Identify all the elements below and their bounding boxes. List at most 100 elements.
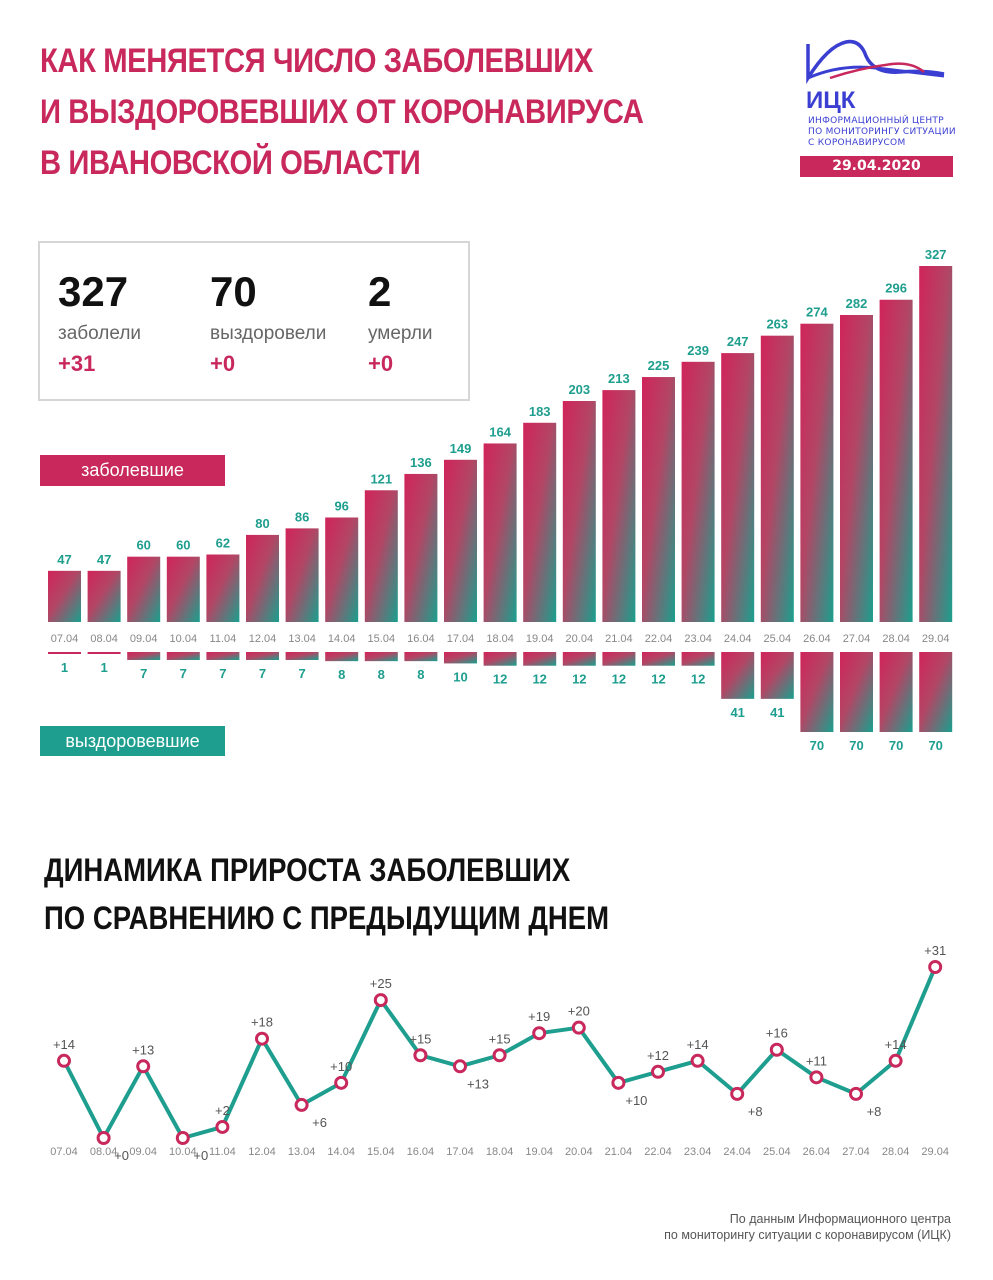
growth-label-09.04: +13 xyxy=(132,1042,154,1057)
bar-recovered-value-22.04: 12 xyxy=(651,672,665,687)
bar-recovered-value-12.04: 7 xyxy=(259,666,266,681)
growth-date-12.04: 12.04 xyxy=(248,1146,276,1158)
stat-recovered-label: выздоровели xyxy=(210,323,327,344)
bar-sick-08.04 xyxy=(87,570,121,622)
bar-date-17.04: 17.04 xyxy=(447,633,475,645)
growth-date-17.04: 17.04 xyxy=(446,1146,474,1158)
bar-date-19.04: 19.04 xyxy=(526,633,554,645)
growth-point-22.04 xyxy=(651,1064,665,1079)
bar-sick-value-11.04: 62 xyxy=(216,536,230,551)
bar-date-23.04: 23.04 xyxy=(684,633,712,645)
growth-date-14.04: 14.04 xyxy=(327,1146,355,1158)
bar-sick-value-14.04: 96 xyxy=(334,498,348,513)
growth-label-26.04: +11 xyxy=(806,1053,827,1068)
growth-label-25.04: +16 xyxy=(766,1026,788,1041)
bar-recovered-value-14.04: 8 xyxy=(338,667,345,682)
growth-point-16.04 xyxy=(413,1048,428,1063)
bar-sick-19.04 xyxy=(523,422,557,622)
stat-sick-label: заболели xyxy=(58,323,142,344)
bar-sick-value-28.04: 296 xyxy=(885,281,907,296)
bar-sick-25.04 xyxy=(760,335,794,622)
growth-label-22.04: +12 xyxy=(647,1048,669,1063)
stat-sick-delta: +31 xyxy=(58,351,96,376)
bar-sick-26.04 xyxy=(800,323,834,622)
growth-point-08.04 xyxy=(96,1131,111,1145)
bar-recovered-value-25.04: 41 xyxy=(770,705,784,720)
bar-sick-value-26.04: 274 xyxy=(806,305,828,320)
bar-recovered-18.04 xyxy=(483,652,517,666)
growth-point-24.04 xyxy=(730,1086,745,1101)
title-line-1: КАК МЕНЯЕТСЯ ЧИСЛО ЗАБОЛЕВШИХ xyxy=(40,42,593,80)
stat-recovered-value: 70 xyxy=(210,268,257,315)
stat-died-value: 2 xyxy=(368,268,392,315)
bar-sick-18.04 xyxy=(483,443,517,622)
growth-date-27.04: 27.04 xyxy=(842,1146,870,1158)
growth-date-15.04: 15.04 xyxy=(367,1146,395,1158)
logo-caption: ИНФОРМАЦИОННЫЙ ЦЕНТР ПО МОНИТОРИНГУ СИТУ… xyxy=(808,116,956,149)
growth-label-17.04: +13 xyxy=(467,1076,489,1091)
growth-point-23.04 xyxy=(690,1053,705,1068)
bar-recovered-12.04 xyxy=(246,652,279,660)
growth-point-09.04 xyxy=(136,1059,151,1074)
growth-label-11.04: +2 xyxy=(215,1103,230,1118)
stat-died-label: умерли xyxy=(368,323,433,344)
bar-sick-16.04 xyxy=(404,473,438,622)
growth-point-14.04 xyxy=(334,1075,349,1090)
bar-sick-23.04 xyxy=(681,361,715,622)
bar-recovered-11.04 xyxy=(206,652,240,660)
growth-point-12.04 xyxy=(255,1031,269,1046)
bar-recovered-value-20.04: 12 xyxy=(572,672,586,687)
bar-recovered-10.04 xyxy=(166,652,200,660)
bar-sick-17.04 xyxy=(444,459,477,622)
growth-point-17.04 xyxy=(453,1059,467,1074)
growth-point-19.04 xyxy=(532,1026,547,1041)
bar-sick-value-25.04: 263 xyxy=(766,317,788,332)
bar-recovered-value-26.04: 70 xyxy=(810,738,824,753)
bar-sick-14.04 xyxy=(325,517,359,622)
bar-sick-21.04 xyxy=(602,390,636,622)
bar-date-29.04: 29.04 xyxy=(922,633,950,645)
bar-recovered-value-11.04: 7 xyxy=(219,666,226,681)
bar-sick-28.04 xyxy=(879,299,913,622)
growth-label-23.04: +14 xyxy=(687,1037,709,1052)
bar-sick-22.04 xyxy=(642,377,675,622)
growth-date-29.04: 29.04 xyxy=(921,1146,949,1158)
growth-date-11.04: 11.04 xyxy=(209,1146,236,1158)
growth-date-22.04: 22.04 xyxy=(644,1146,672,1158)
growth-point-29.04 xyxy=(928,960,943,974)
bar-sick-value-13.04: 86 xyxy=(295,509,309,524)
bar-recovered-value-07.04: 1 xyxy=(61,660,68,675)
growth-point-11.04 xyxy=(215,1119,230,1134)
growth-date-10.04: 10.04 xyxy=(169,1146,197,1158)
bar-recovered-value-29.04: 70 xyxy=(928,738,942,753)
bar-recovered-17.04 xyxy=(444,652,477,664)
bar-date-09.04: 09.04 xyxy=(130,633,158,645)
bar-recovered-value-17.04: 10 xyxy=(453,669,467,684)
growth-point-15.04 xyxy=(373,993,388,1008)
bar-date-22.04: 22.04 xyxy=(645,633,673,645)
growth-date-26.04: 26.04 xyxy=(803,1146,831,1158)
bar-recovered-19.04 xyxy=(523,652,557,666)
bar-recovered-28.04 xyxy=(879,652,913,732)
section-subtitle: ДИНАМИКА ПРИРОСТА ЗАБОЛЕВШИХ ПО СРАВНЕНИ… xyxy=(44,846,609,942)
bar-recovered-07.04 xyxy=(48,652,81,654)
growth-label-15.04: +25 xyxy=(370,976,392,991)
bar-sick-value-09.04: 60 xyxy=(136,538,150,553)
growth-date-07.04: 07.04 xyxy=(50,1146,78,1158)
bar-sick-value-23.04: 239 xyxy=(687,343,709,358)
bar-recovered-13.04 xyxy=(285,652,319,660)
bar-sick-29.04 xyxy=(919,266,953,622)
bar-recovered-value-10.04: 7 xyxy=(180,666,187,681)
growth-date-18.04: 18.04 xyxy=(486,1146,514,1158)
bar-sick-value-15.04: 121 xyxy=(370,471,392,486)
bar-sick-value-07.04: 47 xyxy=(57,552,71,567)
bar-sick-value-21.04: 213 xyxy=(608,371,630,386)
stat-recovered: 70 выздоровели +0 xyxy=(210,269,326,377)
bar-sick-11.04 xyxy=(206,554,240,622)
growth-point-27.04 xyxy=(849,1086,863,1101)
growth-point-25.04 xyxy=(769,1042,784,1057)
stat-sick: 327 заболели +31 xyxy=(58,269,141,377)
growth-point-28.04 xyxy=(888,1053,903,1068)
bar-sick-13.04 xyxy=(285,528,319,622)
bar-sick-value-16.04: 136 xyxy=(410,455,432,470)
